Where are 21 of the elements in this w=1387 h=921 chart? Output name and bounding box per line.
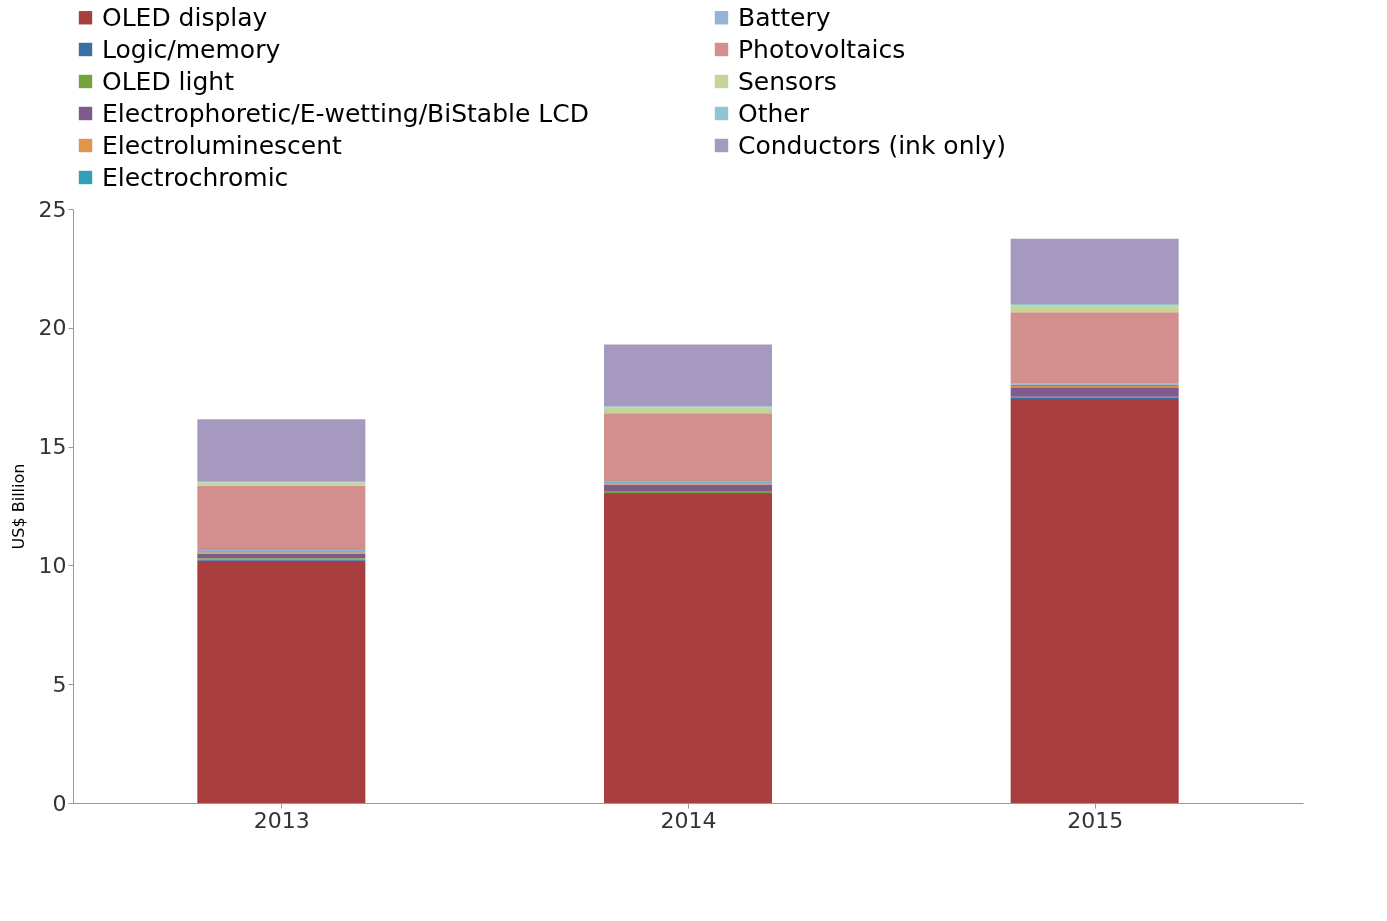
legend-label: Conductors (ink only) (738, 130, 1007, 160)
y-tick-label: 10 (38, 552, 67, 578)
legend-label: Other (738, 98, 810, 128)
y-tick-label: 20 (38, 315, 67, 341)
y-tick-label: 15 (38, 434, 67, 460)
legend-label: Sensors (738, 66, 837, 96)
legend-label: OLED light (102, 66, 235, 96)
y-axis-title: US$ Billion (8, 463, 28, 550)
x-tick-label: 2013 (253, 807, 310, 833)
legend-label: Photovoltaics (738, 34, 906, 64)
legend-label: Electrophoretic/E-wetting/BiStable LCD (102, 98, 589, 128)
legend-label: Electroluminescent (102, 130, 342, 160)
legend-label: Logic/memory (102, 34, 281, 64)
legend-label: Battery (738, 2, 831, 32)
legend-label: OLED display (102, 2, 268, 32)
x-tick-label: 2014 (660, 807, 717, 833)
y-tick-label: 0 (52, 790, 67, 816)
y-tick-label: 5 (52, 671, 67, 697)
legend-label: Electrochromic (102, 162, 289, 192)
x-tick-label: 2015 (1067, 807, 1124, 833)
y-tick-label: 25 (38, 196, 67, 222)
